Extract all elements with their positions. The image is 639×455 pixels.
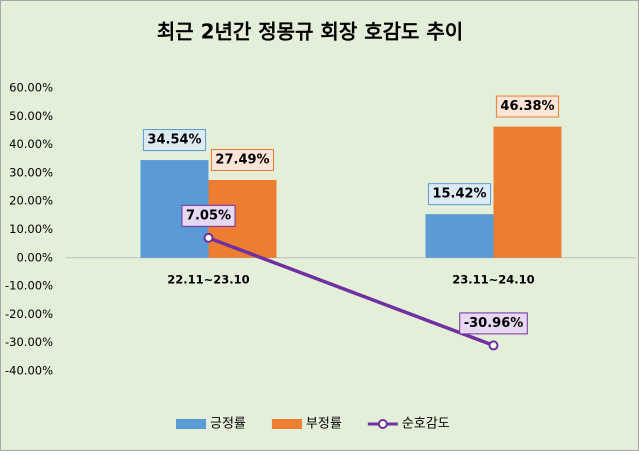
x-tick-label: 23.11~24.10 bbox=[452, 272, 534, 286]
y-tick-label: 40.00% bbox=[9, 137, 53, 151]
data-label-box bbox=[181, 204, 236, 227]
bar bbox=[425, 214, 494, 258]
y-tick-label: -30.00% bbox=[5, 335, 53, 349]
x-tick-label: 22.11~23.10 bbox=[167, 272, 249, 286]
data-label: 46.38% bbox=[500, 99, 554, 114]
y-tick-label: 10.00% bbox=[9, 222, 53, 236]
chart-title: 최근 2년간 정몽규 회장 호감도 추이 bbox=[157, 20, 463, 44]
line bbox=[207, 236, 495, 348]
data-label-box bbox=[210, 149, 275, 172]
data-label-box bbox=[459, 312, 528, 335]
legend-swatch bbox=[271, 419, 302, 429]
legend-label: 부정률 bbox=[306, 417, 342, 432]
data-label: 34.54% bbox=[147, 133, 201, 148]
y-tick-label: 20.00% bbox=[9, 194, 53, 208]
y-tick-label: 60.00% bbox=[9, 81, 53, 95]
y-tick-label: 0.00% bbox=[16, 250, 53, 264]
data-label-box bbox=[142, 129, 207, 152]
data-label-box bbox=[427, 183, 492, 206]
data-label: 7.05% bbox=[186, 208, 231, 223]
legend-label: 순호감도 bbox=[402, 417, 450, 432]
y-tick-label: 50.00% bbox=[9, 109, 53, 123]
y-tick-label: -20.00% bbox=[5, 307, 53, 321]
bar bbox=[493, 126, 562, 258]
data-label: 15.42% bbox=[432, 187, 486, 202]
line-marker bbox=[488, 340, 499, 351]
line-marker bbox=[203, 232, 214, 243]
legend-swatch bbox=[176, 419, 206, 429]
data-label: -30.96% bbox=[464, 316, 524, 331]
legend-label: 긍정률 bbox=[210, 417, 246, 432]
legend-swatch-marker bbox=[377, 419, 388, 429]
y-tick-label: -40.00% bbox=[5, 364, 53, 378]
y-tick-label: 30.00% bbox=[9, 165, 53, 179]
data-label-box bbox=[495, 95, 560, 118]
data-label: 27.49% bbox=[215, 153, 269, 168]
y-tick-label: -10.00% bbox=[5, 279, 53, 293]
